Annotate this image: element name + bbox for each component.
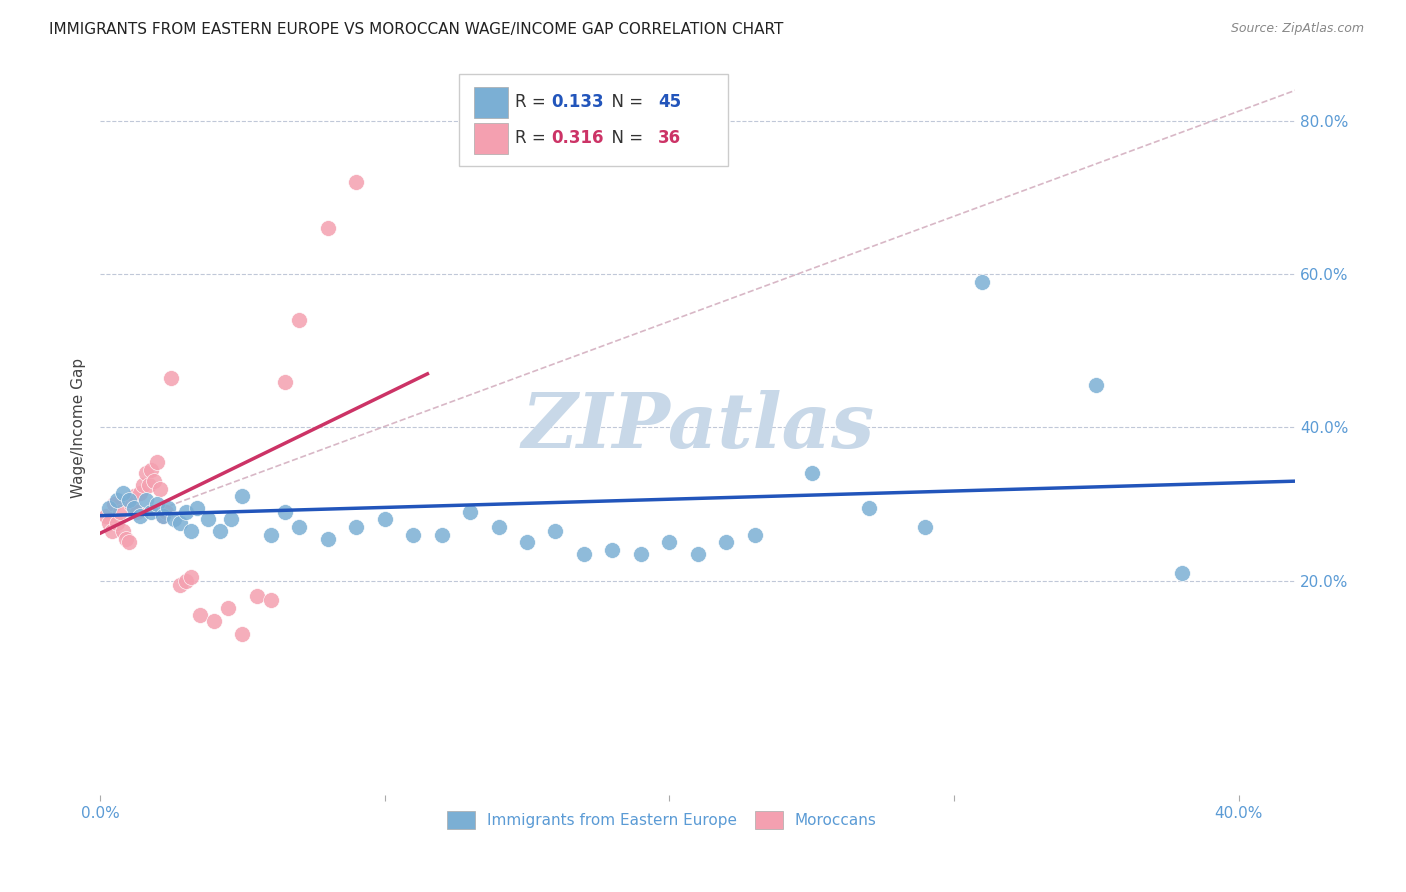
Point (686, 547, 709, 561)
Point (219, 512, 242, 526)
Text: R =: R = (515, 129, 551, 147)
Point (135, 493, 157, 508)
Legend: Immigrants from Eastern Europe, Moroccans: Immigrants from Eastern Europe, Moroccan… (441, 805, 883, 836)
Point (1170, 566, 1192, 581)
Point (117, 493, 139, 508)
Text: R =: R = (515, 94, 551, 112)
FancyBboxPatch shape (458, 74, 728, 166)
Point (124, 500, 146, 515)
Point (146, 497, 169, 511)
Point (149, 482, 172, 496)
Point (180, 524, 202, 538)
Point (231, 490, 253, 504)
Point (169, 516, 191, 531)
Point (972, 275, 994, 289)
Point (135, 467, 157, 481)
Point (572, 547, 595, 561)
Point (288, 520, 311, 534)
Point (316, 221, 339, 235)
Point (160, 370, 183, 384)
Point (260, 528, 283, 542)
Text: ZIPatlas: ZIPatlas (522, 391, 875, 465)
Text: 0.316: 0.316 (551, 129, 603, 147)
Point (274, 375, 297, 389)
Point (217, 600, 239, 615)
Point (544, 524, 567, 538)
Point (152, 508, 174, 523)
Point (914, 520, 936, 534)
Text: N =: N = (600, 94, 648, 112)
Point (97, 500, 120, 515)
Point (174, 574, 197, 588)
Text: 36: 36 (658, 129, 682, 147)
Point (260, 593, 283, 607)
Point (124, 490, 146, 504)
Point (163, 512, 186, 526)
Point (111, 524, 134, 538)
Point (103, 497, 125, 511)
Point (516, 535, 538, 549)
Point (458, 505, 481, 519)
Point (111, 485, 134, 500)
Point (117, 535, 139, 549)
Point (143, 474, 166, 488)
Point (141, 463, 163, 477)
Point (800, 467, 823, 481)
Point (169, 577, 191, 591)
Y-axis label: Wage/Income Gap: Wage/Income Gap (72, 358, 86, 498)
Point (152, 508, 174, 523)
Point (197, 512, 219, 526)
Text: 45: 45 (658, 94, 682, 112)
Point (246, 589, 269, 603)
Point (202, 614, 225, 628)
Point (105, 516, 128, 531)
Point (602, 543, 624, 558)
Point (157, 500, 180, 515)
Point (138, 478, 160, 492)
Point (108, 505, 131, 519)
Point (1085, 378, 1108, 392)
Point (374, 512, 396, 526)
Point (114, 532, 136, 546)
Point (858, 500, 880, 515)
Point (658, 535, 681, 549)
Point (141, 505, 163, 519)
Point (129, 485, 152, 500)
Text: IMMIGRANTS FROM EASTERN EUROPE VS MOROCCAN WAGE/INCOME GAP CORRELATION CHART: IMMIGRANTS FROM EASTERN EUROPE VS MOROCC… (49, 22, 783, 37)
Point (288, 313, 311, 327)
Point (174, 505, 197, 519)
Text: N =: N = (600, 129, 648, 147)
Point (100, 524, 122, 538)
Point (129, 508, 152, 523)
Point (430, 528, 453, 542)
Point (186, 500, 208, 515)
Point (208, 524, 231, 538)
Point (716, 535, 738, 549)
Point (127, 505, 149, 519)
Point (744, 528, 766, 542)
Point (94, 508, 117, 523)
Bar (474, 87, 508, 118)
Point (274, 505, 297, 519)
Point (105, 493, 128, 508)
Point (231, 627, 253, 641)
Point (344, 175, 367, 189)
Point (180, 570, 202, 584)
Text: Source: ZipAtlas.com: Source: ZipAtlas.com (1230, 22, 1364, 36)
Point (188, 608, 211, 623)
Point (488, 520, 510, 534)
Text: 0.133: 0.133 (551, 94, 603, 112)
Bar (474, 123, 508, 153)
Point (97, 516, 120, 531)
Point (132, 478, 155, 492)
Point (155, 505, 177, 519)
Point (120, 497, 142, 511)
Point (146, 455, 169, 469)
Point (630, 547, 652, 561)
Point (344, 520, 367, 534)
Point (316, 532, 339, 546)
Point (402, 528, 425, 542)
